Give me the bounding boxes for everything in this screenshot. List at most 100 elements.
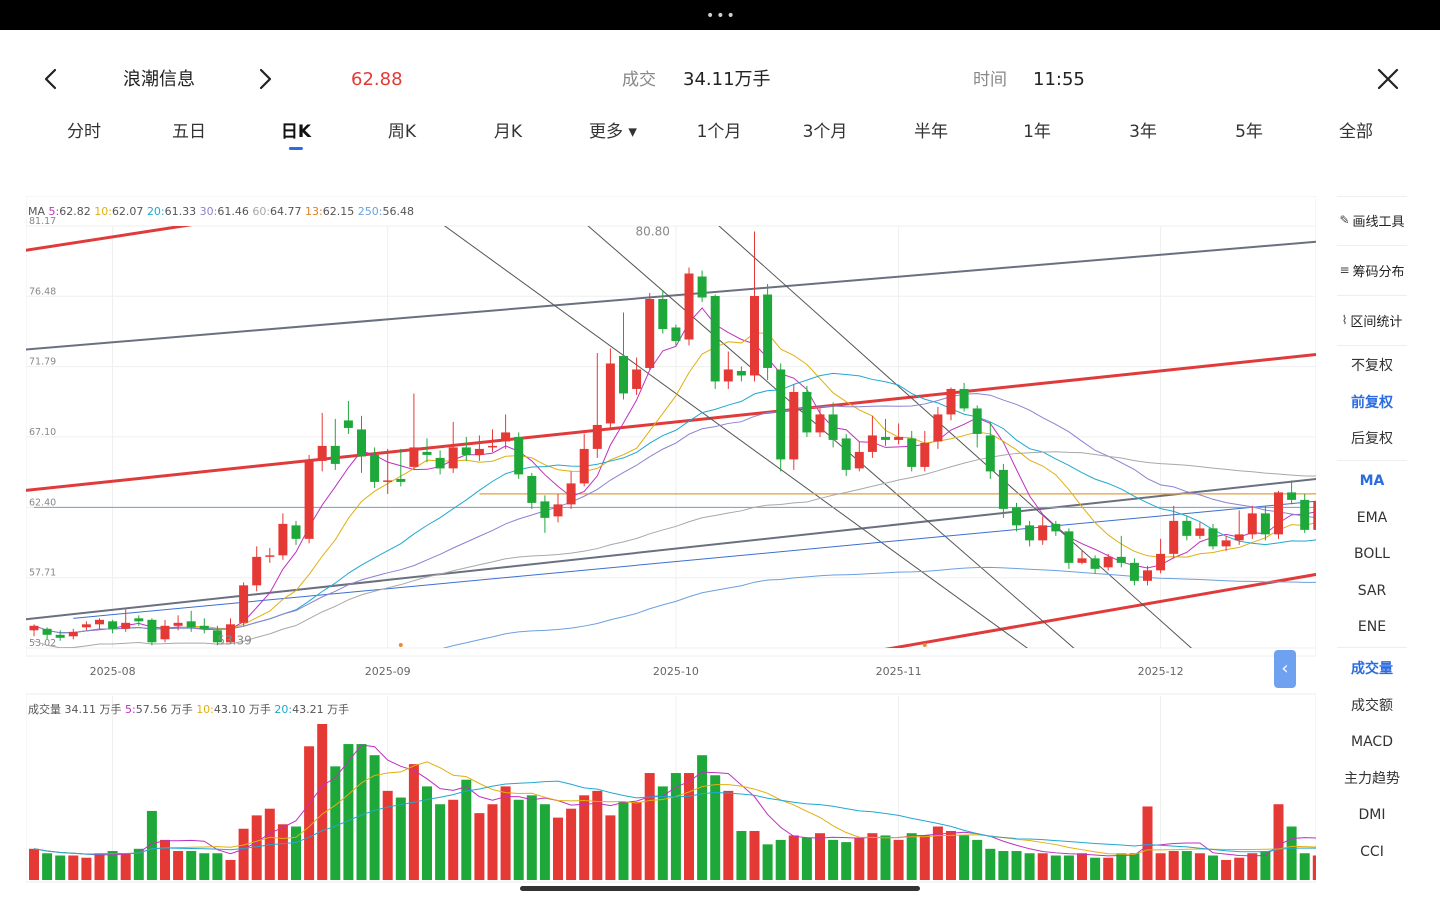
candle-body[interactable] bbox=[488, 445, 497, 448]
candle-body[interactable] bbox=[1221, 540, 1231, 547]
candle-body[interactable] bbox=[448, 447, 458, 469]
candle-body[interactable] bbox=[1077, 558, 1087, 563]
candle-body[interactable] bbox=[946, 388, 956, 415]
side-main-indicator-1[interactable]: EMA bbox=[1356, 509, 1388, 526]
candle-body[interactable] bbox=[330, 445, 340, 464]
candle-body[interactable] bbox=[1195, 528, 1205, 536]
candle-body[interactable] bbox=[173, 622, 183, 626]
side-tool-0[interactable]: ✎ 画线工具 bbox=[1331, 196, 1413, 244]
side-sub-indicator-5[interactable]: CCI bbox=[1360, 843, 1384, 860]
tab-1[interactable]: 五日 bbox=[172, 122, 206, 142]
next-stock-arrow-icon[interactable] bbox=[254, 62, 276, 96]
candle-body[interactable] bbox=[894, 436, 904, 440]
candle-body[interactable] bbox=[540, 501, 550, 518]
candle-body[interactable] bbox=[815, 414, 825, 433]
candle-body[interactable] bbox=[1064, 531, 1074, 563]
candle-body[interactable] bbox=[1208, 528, 1218, 547]
candle-body[interactable] bbox=[1300, 499, 1310, 530]
candle-body[interactable] bbox=[226, 624, 235, 643]
candle-body[interactable] bbox=[108, 621, 118, 629]
candle-body[interactable] bbox=[265, 555, 275, 557]
side-sub-indicator-1[interactable]: 成交额 bbox=[1351, 697, 1393, 714]
candle-body[interactable] bbox=[42, 628, 52, 635]
side-tool-1[interactable]: ≡ 筹码分布 bbox=[1331, 246, 1413, 294]
candle-body[interactable] bbox=[68, 631, 78, 637]
candle-body[interactable] bbox=[933, 414, 943, 442]
candle-body[interactable] bbox=[1234, 534, 1244, 541]
candle-body[interactable] bbox=[1247, 513, 1257, 535]
candle-body[interactable] bbox=[1038, 525, 1048, 541]
candle-body[interactable] bbox=[474, 448, 484, 455]
tab-0[interactable]: 分时 bbox=[67, 122, 101, 142]
candle-body[interactable] bbox=[841, 438, 851, 470]
candle-body[interactable] bbox=[160, 625, 170, 640]
candle-body[interactable] bbox=[854, 451, 864, 469]
candle-body[interactable] bbox=[920, 442, 930, 467]
candle-body[interactable] bbox=[998, 469, 1008, 509]
side-main-indicator-0[interactable]: MA bbox=[1359, 473, 1385, 489]
side-adjust-2[interactable]: 后复权 bbox=[1351, 431, 1393, 447]
candle-body[interactable] bbox=[959, 388, 969, 409]
candle-body[interactable] bbox=[55, 634, 65, 638]
candle-body[interactable] bbox=[592, 424, 602, 449]
candle-body[interactable] bbox=[907, 438, 917, 467]
candle-body[interactable] bbox=[514, 436, 524, 475]
candle-body[interactable] bbox=[186, 621, 196, 628]
side-sub-indicator-0[interactable]: 成交量 bbox=[1351, 661, 1393, 677]
side-main-indicator-3[interactable]: SAR bbox=[1357, 582, 1387, 599]
candle-body[interactable] bbox=[710, 296, 720, 382]
close-icon[interactable] bbox=[1376, 67, 1400, 91]
candle-body[interactable] bbox=[252, 556, 262, 586]
candle-body[interactable] bbox=[553, 504, 563, 517]
candle-body[interactable] bbox=[239, 585, 249, 623]
candle-body[interactable] bbox=[212, 630, 222, 643]
candle-body[interactable] bbox=[632, 369, 642, 389]
candle-body[interactable] bbox=[802, 391, 812, 433]
candle-body[interactable] bbox=[1182, 520, 1192, 536]
tab-11[interactable]: 5年 bbox=[1235, 122, 1263, 142]
candle-body[interactable] bbox=[1156, 553, 1166, 571]
candle-body[interactable] bbox=[147, 619, 157, 643]
side-sub-indicator-3[interactable]: 主力趋势 bbox=[1344, 770, 1400, 787]
tab-5[interactable]: 更多 ▾ bbox=[589, 122, 637, 142]
candle-body[interactable] bbox=[461, 447, 471, 455]
tab-8[interactable]: 半年 bbox=[914, 122, 948, 142]
candle-body[interactable] bbox=[304, 460, 314, 539]
tab-7[interactable]: 3个月 bbox=[802, 122, 848, 142]
candle-body[interactable] bbox=[1103, 556, 1113, 568]
side-sub-indicator-4[interactable]: DMI bbox=[1358, 807, 1386, 823]
more-dots-icon[interactable]: ••• bbox=[706, 8, 737, 24]
candle-body[interactable] bbox=[435, 457, 445, 469]
candle-body[interactable] bbox=[1051, 523, 1061, 532]
candle-body[interactable] bbox=[972, 408, 982, 434]
candle-body[interactable] bbox=[789, 391, 799, 460]
kline-chart[interactable]: MA 5:62.82 10:62.07 20:61.33 30:61.46 60… bbox=[26, 196, 1316, 886]
candle-body[interactable] bbox=[1012, 507, 1021, 526]
candle-body[interactable] bbox=[605, 363, 615, 424]
candle-body[interactable] bbox=[1274, 492, 1283, 535]
candle-body[interactable] bbox=[645, 299, 655, 368]
candle-body[interactable] bbox=[1090, 558, 1100, 569]
candle-body[interactable] bbox=[867, 435, 877, 452]
candle-body[interactable] bbox=[1169, 520, 1179, 554]
candle-body[interactable] bbox=[579, 448, 589, 484]
tab-9[interactable]: 1年 bbox=[1023, 122, 1051, 142]
candle-body[interactable] bbox=[291, 525, 301, 539]
candle-body[interactable] bbox=[723, 369, 733, 382]
candle-body[interactable] bbox=[278, 523, 288, 556]
tab-3[interactable]: 周K bbox=[387, 122, 417, 142]
tab-4[interactable]: 月K bbox=[493, 122, 523, 142]
tab-2[interactable]: 日K bbox=[281, 112, 311, 152]
stock-name[interactable]: 浪潮信息 bbox=[123, 69, 195, 90]
candle-body[interactable] bbox=[1143, 570, 1152, 581]
candle-body[interactable] bbox=[422, 451, 432, 455]
candle-body[interactable] bbox=[134, 618, 144, 622]
prev-stock-arrow-icon[interactable] bbox=[40, 62, 62, 96]
candle-body[interactable] bbox=[343, 420, 353, 428]
candle-body[interactable] bbox=[776, 369, 786, 460]
candle-body[interactable] bbox=[619, 355, 628, 394]
candle-body[interactable] bbox=[828, 414, 838, 440]
candle-body[interactable] bbox=[736, 370, 746, 376]
tab-12[interactable]: 全部 bbox=[1339, 122, 1373, 142]
candle-body[interactable] bbox=[684, 273, 694, 340]
